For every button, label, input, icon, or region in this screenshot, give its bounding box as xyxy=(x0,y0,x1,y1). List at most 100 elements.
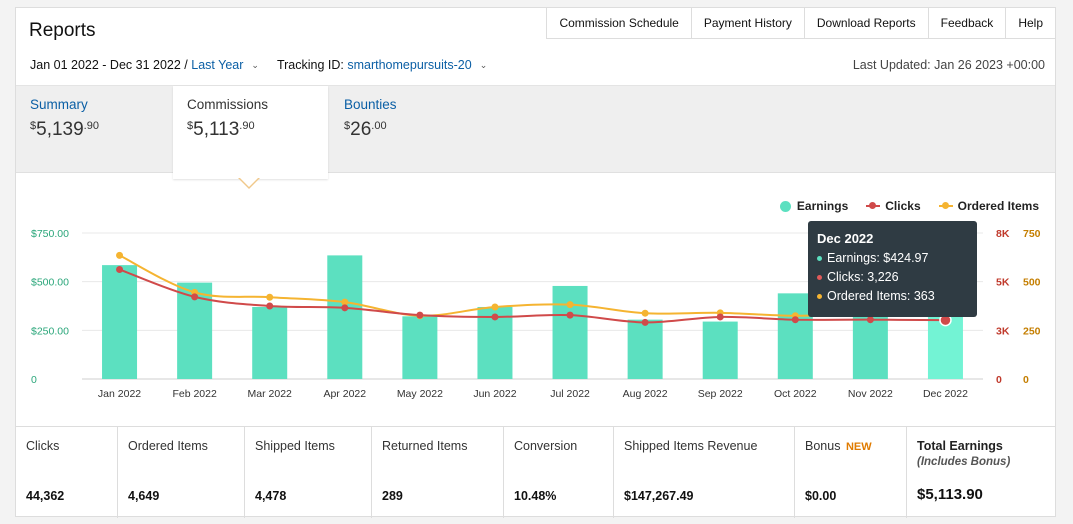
earnings-bar xyxy=(327,255,363,379)
clicks-point xyxy=(716,313,724,321)
commission-schedule-button[interactable]: Commission Schedule xyxy=(546,7,692,39)
y-axis-left-tick: $750.00 xyxy=(31,228,69,240)
chevron-down-icon[interactable]: ⌄ xyxy=(251,59,259,70)
chart-tooltip: Dec 2022 Earnings: $424.97 Clicks: 3,226… xyxy=(808,221,977,317)
x-axis-tick: Apr 2022 xyxy=(323,388,366,400)
total-clicks: Clicks 44,362 xyxy=(16,427,118,518)
x-axis-tick: Sep 2022 xyxy=(698,388,743,400)
clicks-point xyxy=(641,318,649,326)
y-axis-clicks-tick: 0 xyxy=(996,374,1002,386)
bounties-value: $26.00 xyxy=(344,119,387,140)
date-range-text: Jan 01 2022 - Dec 31 2022 / xyxy=(30,58,188,72)
ordered-items-point xyxy=(641,309,649,317)
commissions-value: $5,113.90 xyxy=(187,119,255,140)
earnings-bar xyxy=(777,293,813,379)
totals-bar: Clicks 44,362 Ordered Items 4,649 Shipped … xyxy=(16,426,1055,518)
new-badge: NEW xyxy=(845,441,872,453)
summary-band: Summary $5,139.90 Commissions $5,113.90 … xyxy=(16,85,1055,179)
ordered-items-point xyxy=(566,301,574,309)
clicks-point xyxy=(341,304,349,312)
clicks-point xyxy=(191,293,199,301)
clicks-point xyxy=(416,311,424,319)
earnings-bar xyxy=(102,265,138,379)
period-dropdown[interactable]: Last Year xyxy=(191,58,244,72)
total-shipped-items: Shipped Items 4,478 xyxy=(245,427,372,518)
legend-clicks-swatch xyxy=(866,201,881,211)
tab-commissions-label: Commissions xyxy=(187,97,269,112)
y-axis-ordered-tick: 750 xyxy=(1023,228,1041,240)
earnings-bar xyxy=(402,316,438,379)
legend-clicks[interactable]: Clicks xyxy=(866,199,921,213)
earnings-bar xyxy=(627,319,663,379)
y-axis-left-tick: $500.00 xyxy=(31,277,69,289)
x-axis-tick: Feb 2022 xyxy=(172,388,217,400)
total-ordered-items: Ordered Items 4,649 xyxy=(118,427,245,518)
legend-ordered-items[interactable]: Ordered Items xyxy=(938,199,1039,213)
earnings-bar xyxy=(702,321,738,379)
y-axis-left-tick: 0 xyxy=(31,374,37,386)
tracking-label: Tracking ID: xyxy=(276,58,344,72)
tab-bounties-label: Bounties xyxy=(344,97,397,112)
chart-legend: Earnings Clicks Ordered Items xyxy=(762,199,1039,213)
y-axis-ordered-tick: 500 xyxy=(1023,277,1041,289)
tooltip-title: Dec 2022 xyxy=(817,231,874,246)
clicks-point xyxy=(116,266,124,273)
ordered-items-point xyxy=(341,298,349,306)
x-axis-tick: Jun 2022 xyxy=(473,388,516,400)
total-conversion: Conversion 10.48% xyxy=(504,427,614,518)
y-axis-ordered-tick: 0 xyxy=(1023,374,1029,386)
ordered-items-point xyxy=(266,293,274,301)
earnings-chart: $750.00 8K 750 $500.00 5K 500 $250.00 3K 250 0 0 0 J… xyxy=(31,228,1041,400)
tab-bounties[interactable]: Bounties $26.00 xyxy=(330,86,490,174)
y-axis-clicks-tick: 5K xyxy=(996,277,1010,289)
tab-commissions[interactable]: Commissions $5,113.90 xyxy=(173,86,328,179)
tab-summary[interactable]: Summary $5,139.90 xyxy=(16,86,173,174)
tooltip-clicks: Clicks: 3,226 xyxy=(827,270,899,284)
y-axis-clicks-tick: 8K xyxy=(996,228,1010,240)
y-axis-left-tick: $250.00 xyxy=(31,325,69,337)
tab-summary-label: Summary xyxy=(30,97,88,112)
total-shipped-revenue: Shipped Items Revenue $147,267.49 xyxy=(614,427,795,518)
x-axis-tick: Aug 2022 xyxy=(623,388,668,400)
y-axis-ordered-tick: 250 xyxy=(1023,325,1041,337)
clicks-point xyxy=(866,316,874,324)
legend-earnings-swatch xyxy=(779,200,791,212)
x-axis-tick: Oct 2022 xyxy=(774,388,817,400)
page-title: Reports xyxy=(29,20,96,41)
x-axis-tick: Jan 2022 xyxy=(98,388,141,400)
clicks-point xyxy=(491,313,499,321)
help-button[interactable]: Help xyxy=(1006,7,1056,39)
total-returned-items: Returned Items 289 xyxy=(372,427,504,518)
legend-earnings[interactable]: Earnings xyxy=(779,199,848,213)
ordered-items-line xyxy=(119,254,946,317)
total-bonus: Bonus NEW $0.00 xyxy=(795,427,907,518)
clicks-point xyxy=(791,316,799,324)
download-reports-button[interactable]: Download Reports xyxy=(804,7,929,39)
y-axis-clicks-tick: 3K xyxy=(996,325,1010,337)
active-tab-caret xyxy=(238,177,260,189)
earnings-bar xyxy=(552,285,588,379)
tooltip-earnings: Earnings: $424.97 xyxy=(827,251,929,265)
ordered-items-point xyxy=(116,251,124,259)
chevron-down-icon[interactable]: ⌄ xyxy=(479,59,488,70)
legend-ordered-swatch xyxy=(938,201,953,211)
reports-card: Reports Commission Schedule Payment Hist… xyxy=(15,7,1056,518)
top-nav: Commission Schedule Payment History Down… xyxy=(546,7,1056,39)
last-updated: Last Updated: Jan 26 2023 +00:00 xyxy=(852,58,1045,72)
clicks-point xyxy=(566,311,574,319)
earnings-bar xyxy=(252,306,288,379)
filter-row: Jan 01 2022 - Dec 31 2022 / Last Year ⌄ … xyxy=(30,58,487,72)
ordered-items-point xyxy=(491,303,499,311)
feedback-button[interactable]: Feedback xyxy=(928,7,1007,39)
clicks-point xyxy=(266,302,274,310)
payment-history-button[interactable]: Payment History xyxy=(691,7,805,39)
x-axis-tick: May 2022 xyxy=(397,388,443,400)
total-earnings: Total Earnings (Includes Bonus) $5,113.9… xyxy=(917,439,1011,503)
tracking-id-dropdown[interactable]: smarthomepursuits-20 xyxy=(347,58,472,72)
x-axis-tick: Jul 2022 xyxy=(550,388,590,400)
x-axis-tick: Dec 2022 xyxy=(923,388,968,400)
x-axis-tick: Mar 2022 xyxy=(248,388,293,400)
summary-value: $5,139.90 xyxy=(30,119,99,140)
clicks-line xyxy=(119,268,946,324)
x-axis-tick: Nov 2022 xyxy=(848,388,893,400)
